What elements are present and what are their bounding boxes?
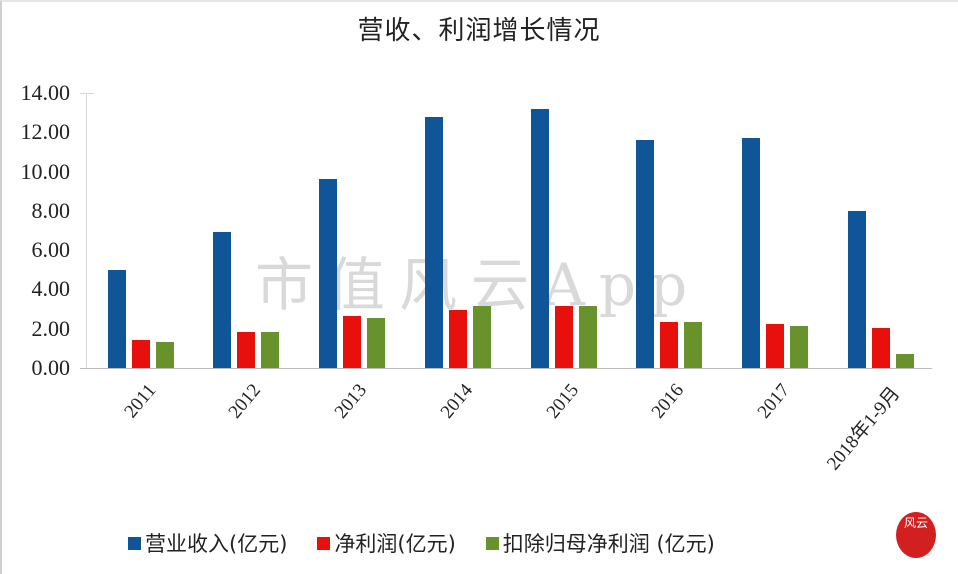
bar — [766, 323, 784, 368]
bar — [579, 306, 597, 368]
x-axis-line — [80, 368, 932, 369]
bar — [742, 138, 760, 368]
legend: 营业收入(亿元) 净利润(亿元) 扣除归母净利润 (亿元) — [128, 528, 745, 558]
bar — [636, 140, 654, 368]
bar — [872, 327, 890, 368]
legend-swatch-net-profit — [317, 536, 331, 550]
y-tick-label: 6.00 — [31, 237, 71, 263]
legend-swatch-revenue — [128, 536, 141, 550]
legend-swatch-adjusted-profit — [485, 536, 499, 550]
bar — [790, 325, 808, 368]
bar — [237, 331, 255, 368]
y-axis-line — [86, 93, 87, 368]
seal-logo-icon: 风云 — [896, 512, 936, 558]
legend-label-adjusted-profit: 扣除归母净利润 (亿元) — [502, 532, 715, 556]
bar — [343, 315, 361, 368]
bar — [319, 179, 337, 368]
y-tick-label: 8.00 — [31, 197, 71, 223]
y-tick-label: 14.00 — [20, 80, 71, 105]
bar — [555, 306, 573, 368]
y-tick-label: 12.00 — [20, 119, 71, 145]
bar — [531, 108, 549, 368]
bar — [132, 339, 150, 368]
y-axis-top-tick — [80, 93, 94, 94]
legend-item-net-profit: 净利润(亿元) — [317, 528, 456, 558]
chart-title: 营收、利润增长情况 — [357, 16, 601, 46]
bar — [108, 269, 126, 368]
y-tick-label: 10.00 — [20, 158, 71, 184]
bar — [896, 354, 914, 368]
legend-label-net-profit: 净利润(亿元) — [334, 532, 456, 556]
bar — [367, 317, 385, 368]
bar — [156, 342, 174, 368]
legend-item-revenue: 营业收入(亿元) — [128, 528, 287, 558]
legend-item-adjusted-profit: 扣除归母净利润 (亿元) — [485, 528, 715, 558]
y-tick-label: 4.00 — [31, 276, 71, 302]
bar — [848, 210, 866, 368]
y-tick-label: 0.00 — [31, 355, 71, 380]
bar — [684, 321, 702, 368]
bar — [473, 306, 491, 368]
legend-label-revenue: 营业收入(亿元) — [145, 532, 288, 556]
bar — [660, 321, 678, 368]
bar — [425, 116, 443, 368]
bar — [261, 331, 279, 368]
bar — [213, 232, 231, 368]
bar — [449, 310, 467, 368]
y-tick-label: 2.00 — [31, 315, 71, 341]
